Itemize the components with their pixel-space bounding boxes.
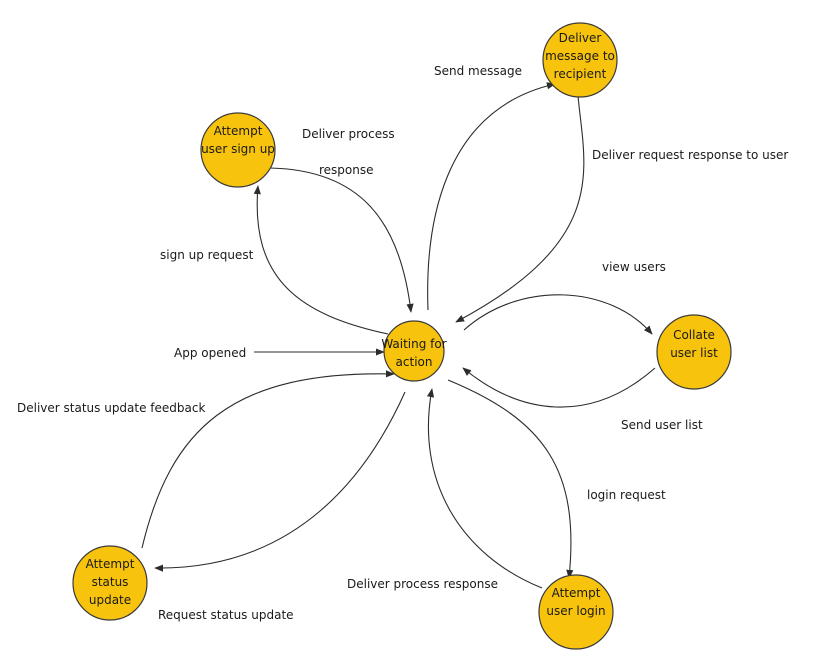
node-attempt-status-update: Attempt status update [72,545,148,621]
edge-signup-request [253,185,389,335]
edge-send-user-list [462,367,656,408]
label-deliver-request-response: Deliver request response to user [592,148,788,162]
node-attempt-status-line1: Attempt [86,557,135,571]
edge-deliver-request-response [455,95,585,323]
node-deliver-message-line2: message to [545,49,615,63]
node-deliver-message-line3: recipient [554,67,607,81]
edge-deliver-process-response-login [426,388,543,589]
node-waiting-line2: action [396,355,433,369]
edge-send-message [427,82,556,311]
edge-deliver-status-feedback [141,370,395,549]
node-attempt-login-line1: Attempt [552,586,601,600]
edge-request-status-update [154,391,406,572]
edge-deliver-process-response-signup [269,167,414,313]
label-deliver-process-response-signup-line2: response [319,163,374,177]
node-deliver-message: Deliver message to recipient [542,22,618,98]
node-collate-line2: user list [670,346,718,360]
node-collate-user-list: Collate user list [656,314,732,390]
node-deliver-message-line1: Deliver [559,31,602,45]
node-attempt-status-line2: status [92,575,129,589]
edges [141,82,656,589]
node-attempt-signup-line1: Attempt [214,124,263,138]
label-signup-request: sign up request [160,248,254,262]
node-collate-line1: Collate [673,328,715,342]
node-waiting-line1: Waiting for [381,337,446,351]
edge-login-request [447,379,574,579]
label-app-opened: App opened [174,346,246,360]
label-send-message: Send message [434,64,522,78]
node-attempt-signup: Attempt user sign up [200,112,276,188]
node-attempt-login-line2: user login [546,604,605,618]
edge-view-users [463,294,653,335]
label-send-user-list: Send user list [621,418,703,432]
node-attempt-signup-line2: user sign up [201,142,275,156]
node-attempt-login: Attempt user login [538,574,614,650]
label-deliver-status-feedback: Deliver status update feedback [17,401,205,415]
edge-labels: Send message Deliver request response to… [17,64,788,622]
label-request-status-update: Request status update [158,608,294,622]
label-login-request: login request [587,488,666,502]
node-attempt-status-line3: update [89,593,131,607]
label-deliver-process-response-signup-line1: Deliver process [302,127,395,141]
label-view-users: view users [602,260,666,274]
label-deliver-process-response-login: Deliver process response [347,577,498,591]
node-waiting-for-action: Waiting for action [381,320,447,382]
